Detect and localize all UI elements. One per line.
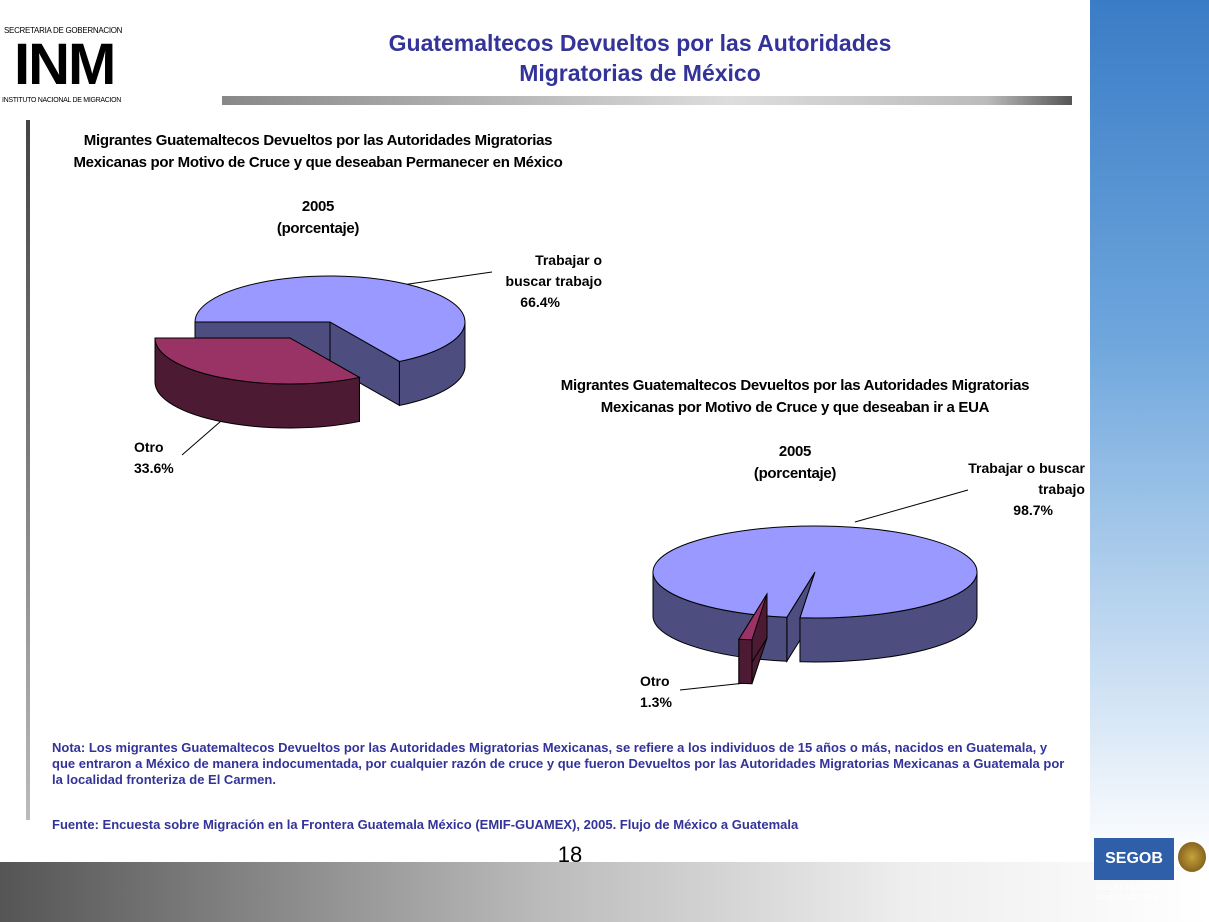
logo-bottom: INSTITUTO NACIONAL DE MIGRACION (2, 97, 122, 104)
note: Nota: Los migrantes Guatemaltecos Devuel… (52, 740, 1065, 787)
chart-year: 2005 (301, 198, 335, 215)
slice-label: Trabajar o buscar trabajo (505, 252, 602, 289)
side-bar (1090, 0, 1209, 860)
value-label: 33.6% (134, 460, 174, 476)
value-label: 98.7% (1013, 502, 1053, 518)
page-title: Guatemaltecos Devueltos por las Autorida… (388, 30, 892, 86)
slice-label: Otro (640, 673, 670, 689)
pie-slice (154, 337, 361, 385)
chart-unit: (porcentaje) (276, 220, 360, 237)
pie-slice (194, 275, 466, 362)
emblem (1178, 842, 1206, 872)
value-label: 1.3% (640, 694, 672, 710)
logo-mark: INM (14, 32, 116, 97)
slice-label: Trabajar o buscar trabajo (968, 460, 1085, 497)
pie-side (738, 638, 753, 685)
leader-line (679, 682, 746, 691)
chart-year: 2005 (778, 443, 812, 460)
page-number: 18 (557, 842, 583, 867)
header-rule (222, 96, 1072, 105)
source: Fuente: Encuesta sobre Migración en la F… (52, 817, 799, 832)
chart-title: Migrantes Guatemaltecos Devueltos por la… (73, 132, 563, 171)
leader-line (854, 489, 969, 523)
slice-label: Otro (134, 439, 164, 455)
pie-slice (652, 525, 978, 619)
left-rule (26, 120, 30, 820)
value-label: 66.4% (520, 294, 560, 310)
chart-title: Migrantes Guatemaltecos Devueltos por la… (560, 377, 1030, 416)
logo-top: SECRETARIA DE GOBERNACION (4, 26, 123, 35)
segob-subtitle: SECRETARÍA DE GOBERNACIÓN (1096, 885, 1165, 902)
bottom-band (0, 862, 1209, 922)
leader-line (394, 271, 493, 287)
segob-logo: SEGOB (1094, 838, 1174, 880)
pie-slice (737, 593, 768, 641)
chart-unit: (porcentaje) (753, 465, 837, 482)
